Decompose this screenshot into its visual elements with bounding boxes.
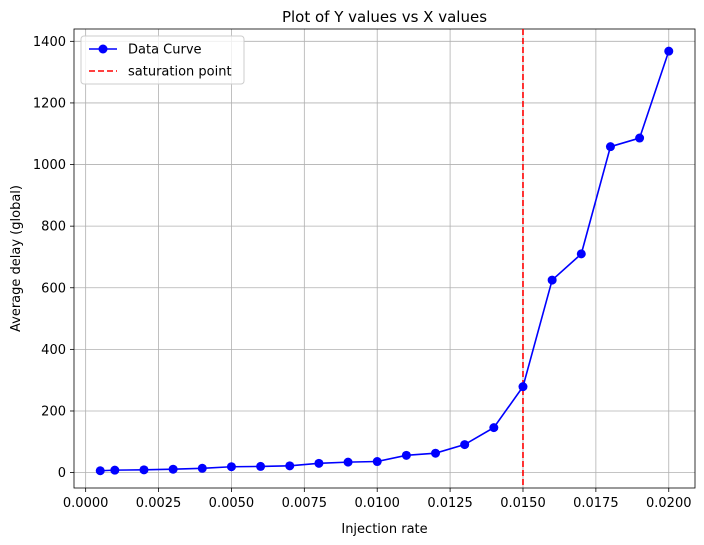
y-axis-label: Average delay (global) <box>9 185 24 332</box>
legend: Data Curve saturation point <box>80 35 245 85</box>
data-point <box>314 458 324 468</box>
data-point <box>343 457 353 467</box>
data-point <box>256 461 266 471</box>
y-tick-label: 600 <box>41 281 66 296</box>
data-point <box>547 275 557 285</box>
data-point <box>372 457 382 467</box>
y-tick-label: 400 <box>41 343 66 358</box>
data-point <box>518 382 528 392</box>
data-point <box>139 465 149 475</box>
x-tick-label: 0.0025 <box>136 496 182 511</box>
data-point <box>110 465 120 475</box>
x-tick-label: 0.0075 <box>282 496 328 511</box>
chart-title: Plot of Y values vs X values <box>282 8 487 26</box>
plot-area <box>74 29 695 488</box>
x-tick-label: 0.0150 <box>500 496 546 511</box>
data-point <box>489 423 499 433</box>
data-point <box>635 133 645 143</box>
data-point <box>605 142 615 152</box>
x-axis-label: Injection rate <box>341 522 427 537</box>
x-tick-label: 0.0175 <box>573 496 619 511</box>
data-point <box>285 461 295 471</box>
legend-label-data-curve: Data Curve <box>128 43 202 58</box>
data-point <box>460 440 470 450</box>
data-point <box>664 46 674 56</box>
data-point <box>197 463 207 473</box>
data-point <box>95 466 105 476</box>
y-tick-label: 800 <box>41 220 66 235</box>
x-tick-label: 0.0100 <box>354 496 400 511</box>
x-tick-label: 0.0200 <box>646 496 692 511</box>
data-point <box>401 450 411 460</box>
x-tick-label: 0.0000 <box>63 496 109 511</box>
y-tick-label: 1000 <box>33 158 66 173</box>
axes-frame <box>73 28 696 489</box>
grid <box>74 29 695 488</box>
data-point <box>168 464 178 474</box>
legend-marker-data-curve <box>98 44 108 54</box>
data-point <box>576 249 586 259</box>
y-tick-label: 0 <box>58 466 66 481</box>
x-tick-label: 0.0050 <box>209 496 255 511</box>
y-tick-label: 200 <box>41 404 66 419</box>
legend-box <box>80 35 245 85</box>
x-tick-label: 0.0125 <box>427 496 473 511</box>
data-point <box>431 448 441 458</box>
data-point <box>226 462 236 472</box>
y-tick-label: 1400 <box>33 35 66 50</box>
y-tick-label: 1200 <box>33 96 66 111</box>
legend-label-saturation-point: saturation point <box>128 65 232 80</box>
